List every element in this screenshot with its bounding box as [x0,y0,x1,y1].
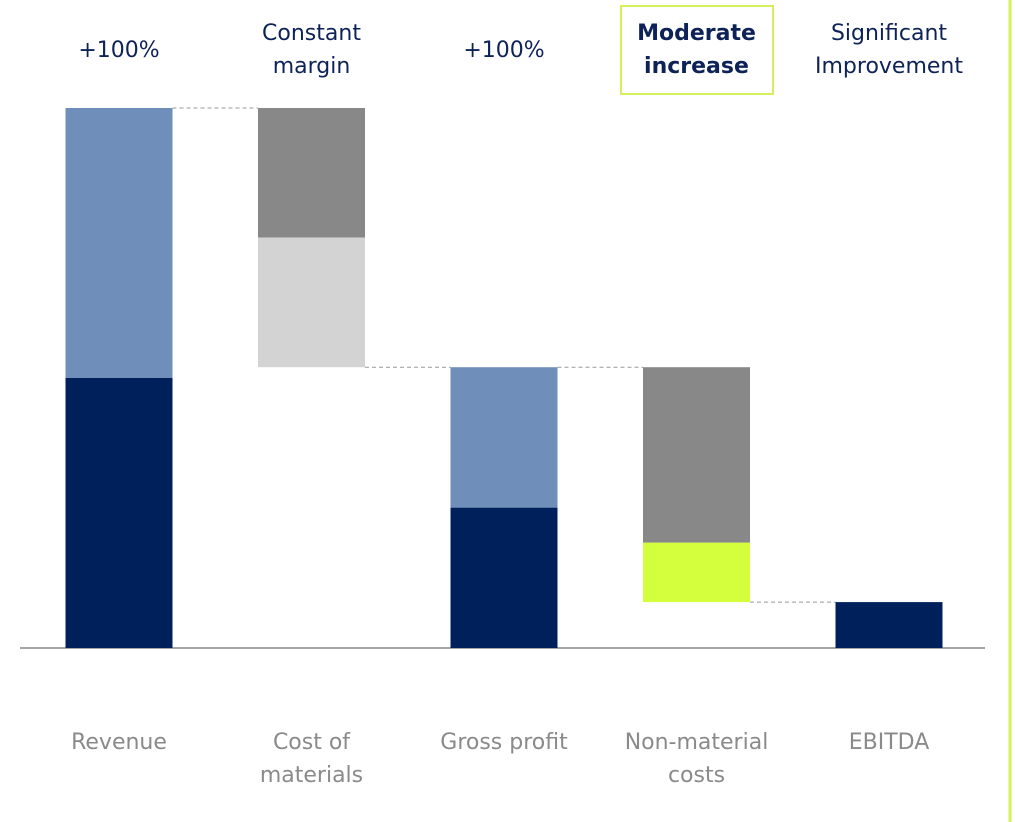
bar-segment [450,507,558,648]
bar-segment [835,602,943,648]
annotation: +100% [463,37,545,63]
bar-segment [643,542,750,603]
bar-segment [258,108,365,238]
annotation: Constant margin [262,21,361,79]
category-label: Non-material costs [624,730,769,788]
annotation: +100% [78,37,160,63]
bar-segment [450,367,558,508]
category-label: Gross profit [440,730,568,755]
category-label: Revenue [71,730,167,755]
bar-segment [258,237,365,368]
annotation: Significant Improvement [815,21,963,79]
annotation: Moderate increase [619,5,774,95]
category-label: Cost of materials [259,730,364,788]
category-label: EBITDA [848,730,930,755]
bar-segment [65,108,173,378]
bar-segment [65,378,173,648]
bar-segment [643,367,750,543]
